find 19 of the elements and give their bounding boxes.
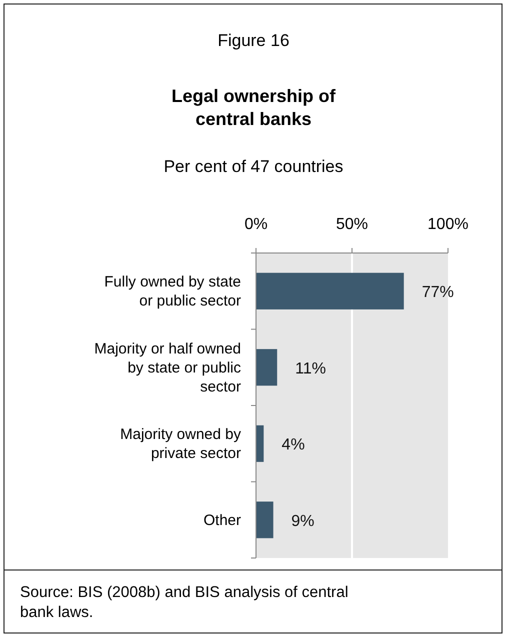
y-tick-label: Majority or half owned by state or public sector: [94, 340, 242, 396]
source-note: Source: BIS (2008b) and BIS analysis of central bank laws.: [20, 584, 348, 621]
x-tick-label: 100%: [428, 216, 468, 233]
y-tick-label: Majority owned by private sector: [120, 426, 242, 462]
x-axis-title: Per cent of 47 countries: [164, 157, 344, 176]
x-tick-label: 50%: [336, 216, 368, 233]
x-tick-label: 0%: [244, 216, 268, 233]
bar: [256, 502, 274, 538]
data-label: 9%: [291, 512, 314, 530]
data-label: 4%: [282, 436, 305, 454]
bar: [256, 272, 404, 310]
y-tick-label: Other: [203, 512, 242, 529]
data-label: 11%: [295, 360, 326, 378]
y-tick-label: Fully owned by state or public sector: [104, 274, 241, 310]
bar: [256, 349, 278, 386]
bar: [256, 425, 264, 462]
chart-title: Figure 16: [218, 31, 290, 50]
chart-subtitle: Legal ownership of central banks: [171, 86, 337, 129]
data-label: 77%: [422, 284, 454, 302]
